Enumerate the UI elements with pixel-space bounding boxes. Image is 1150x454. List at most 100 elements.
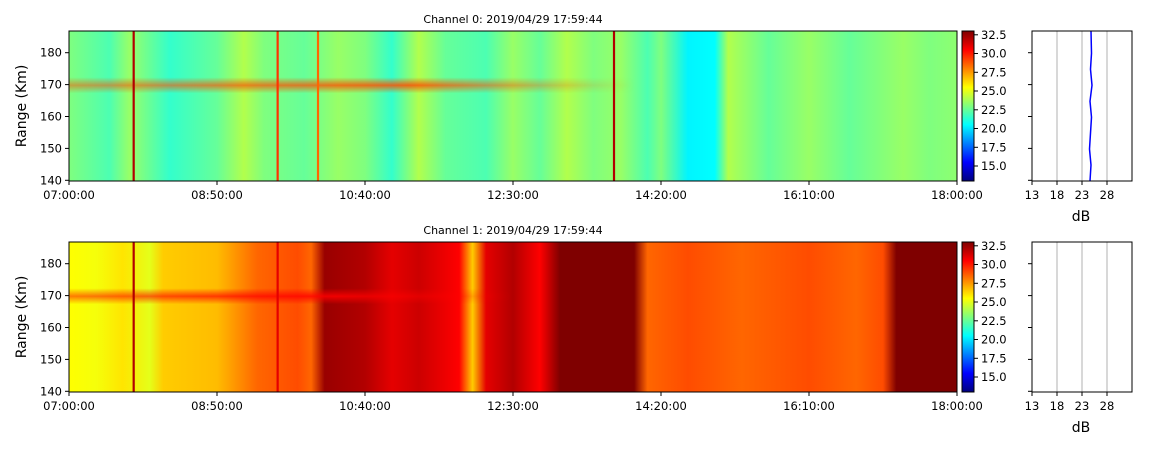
- spike-mark: [276, 242, 279, 392]
- channel-1-colorbar: 15.0 17.5 20.0 22.5 25.0 27.5 30.0 32.5: [961, 239, 1007, 393]
- channel-0-y-axis: 140 150 160 170 180: [40, 46, 69, 187]
- x-tick-label: 10:40:00: [339, 188, 391, 202]
- y-tick: 160: [40, 321, 69, 335]
- colorbar-tick-label: 32.5: [981, 239, 1007, 253]
- x-tick: 07:00:00: [43, 181, 95, 202]
- colorbar-tick-label: 15.0: [981, 370, 1007, 384]
- colorbar-tick-label: 25.0: [981, 295, 1007, 309]
- y-tick: 150: [40, 141, 69, 155]
- profile-x-tick-label: 18: [1050, 188, 1065, 202]
- colorbar-tick-label: 15.0: [981, 159, 1007, 173]
- x-tick-label: 14:20:00: [635, 399, 687, 413]
- x-tick: 10:40:00: [339, 392, 391, 413]
- colorbar-tick-label: 20.0: [981, 122, 1007, 136]
- profile-x-tick-label: 13: [1025, 399, 1040, 413]
- channel-1-x-axis: 07:00:00 08:50:00 10:40:00 12:30:00 14:2…: [43, 392, 983, 413]
- channel-0-panel: Channel 0: 2019/04/29 17:59:44 Range (Km…: [14, 13, 1133, 225]
- profile-x-tick: 13: [1025, 392, 1040, 413]
- x-tick: 07:00:00: [43, 392, 95, 413]
- x-tick-label: 07:00:00: [43, 399, 95, 413]
- profile-x-tick: 28: [1100, 392, 1115, 413]
- colorbar-tick-label: 25.0: [981, 84, 1007, 98]
- profile-x-tick-label: 18: [1050, 399, 1065, 413]
- spike-mark: [612, 31, 616, 181]
- channel-1-title: Channel 1: 2019/04/29 17:59:44: [423, 224, 602, 237]
- channel-0-title: Channel 0: 2019/04/29 17:59:44: [423, 13, 602, 26]
- channel-1-heatmap-background: [69, 242, 957, 392]
- x-tick: 10:40:00: [339, 181, 391, 202]
- channel-0-heatmap: [68, 30, 958, 182]
- y-tick-label: 170: [40, 289, 62, 303]
- spike-mark: [316, 31, 320, 181]
- y-tick: 140: [40, 173, 69, 187]
- y-tick: 150: [40, 352, 69, 366]
- y-tick-label: 180: [40, 257, 62, 271]
- channel-1-heatmap: [68, 241, 958, 393]
- y-tick: 180: [40, 46, 69, 60]
- colorbar-tick: 30.0: [974, 258, 1007, 272]
- y-tick-label: 140: [40, 173, 62, 187]
- x-tick: 08:50:00: [191, 181, 243, 202]
- profile-x-tick-label: 23: [1075, 188, 1090, 202]
- x-tick-label: 14:20:00: [635, 188, 687, 202]
- y-tick-label: 160: [40, 321, 62, 335]
- colorbar-tick: 25.0: [974, 84, 1007, 98]
- colorbar-tick-label: 27.5: [981, 65, 1007, 79]
- channel-0-echo-layer: [69, 77, 635, 94]
- x-tick-label: 18:00:00: [931, 399, 983, 413]
- colorbar-tick: 17.5: [974, 140, 1007, 154]
- x-tick: 12:30:00: [487, 392, 539, 413]
- colorbar-tick: 32.5: [974, 28, 1007, 42]
- channel-1-spikes: [132, 242, 279, 392]
- profile-x-tick: 23: [1075, 181, 1090, 202]
- profile-x-tick: 28: [1100, 181, 1115, 202]
- channel-0-profile-line: [1088, 30, 1093, 182]
- y-tick-label: 140: [40, 384, 62, 398]
- spike-mark: [132, 242, 135, 392]
- colorbar-tick-label: 32.5: [981, 28, 1007, 42]
- profile-x-tick-label: 28: [1100, 188, 1115, 202]
- y-tick: 170: [40, 78, 69, 92]
- colorbar-tick: 32.5: [974, 239, 1007, 253]
- y-tick-label: 160: [40, 110, 62, 124]
- channel-1-profile-x-label: dB: [1072, 420, 1091, 436]
- channel-0-colorbar: 15.0 17.5 20.0 22.5 25.0 27.5 30.0 32.5: [961, 28, 1007, 182]
- x-tick: 18:00:00: [931, 181, 983, 202]
- x-tick-label: 18:00:00: [931, 188, 983, 202]
- y-tick: 180: [40, 257, 69, 271]
- y-tick: 160: [40, 110, 69, 124]
- channel-0-heatmap-background: [69, 31, 957, 181]
- x-tick-label: 16:10:00: [783, 399, 835, 413]
- channel-1-colorbar-gradient: [962, 242, 974, 392]
- profile-x-tick-label: 28: [1100, 399, 1115, 413]
- x-tick: 14:20:00: [635, 392, 687, 413]
- x-tick-label: 10:40:00: [339, 399, 391, 413]
- x-tick-label: 07:00:00: [43, 188, 95, 202]
- channel-1-side-profile: 13 18 23 28 dB: [1025, 241, 1133, 436]
- colorbar-tick-label: 20.0: [981, 333, 1007, 347]
- colorbar-tick: 30.0: [974, 47, 1007, 61]
- colorbar-tick: 27.5: [974, 276, 1007, 290]
- x-tick: 16:10:00: [783, 181, 835, 202]
- y-tick: 170: [40, 289, 69, 303]
- x-tick: 18:00:00: [931, 392, 983, 413]
- channel-1-y-axis-label: Range (Km): [14, 276, 30, 359]
- colorbar-tick-label: 30.0: [981, 47, 1007, 61]
- channel-1-y-axis: 140 150 160 170 180: [40, 257, 69, 398]
- spike-mark: [132, 31, 135, 181]
- x-tick: 14:20:00: [635, 181, 687, 202]
- profile-x-tick: 23: [1075, 392, 1089, 413]
- channel-1-panel: Channel 1: 2019/04/29 17:59:44 Range (Km…: [14, 224, 1133, 436]
- colorbar-tick: 22.5: [974, 314, 1007, 328]
- channel-0-colorbar-gradient: [962, 31, 974, 181]
- colorbar-tick-label: 22.5: [981, 314, 1007, 328]
- y-tick-label: 150: [40, 352, 62, 366]
- x-tick-label: 08:50:00: [191, 399, 243, 413]
- colorbar-tick: 17.5: [974, 351, 1007, 365]
- channel-1-echo-layer: [69, 288, 513, 305]
- colorbar-tick-label: 27.5: [981, 276, 1007, 290]
- colorbar-tick: 15.0: [974, 159, 1007, 173]
- channel-1-colorbar-frame: [961, 241, 975, 393]
- x-tick: 16:10:00: [783, 392, 835, 413]
